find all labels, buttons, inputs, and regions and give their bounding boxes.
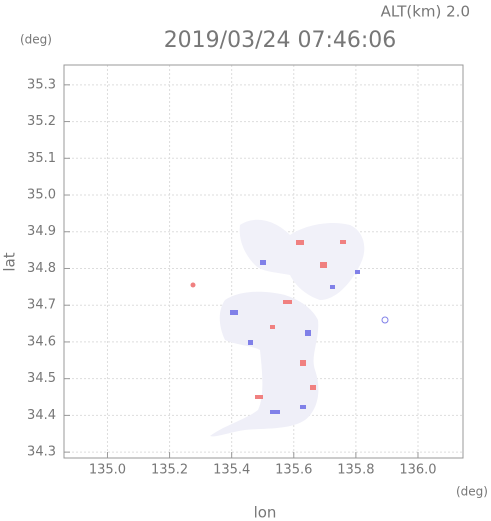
x-tick-label: 135.6 xyxy=(275,463,312,478)
x-tick-label: 135.0 xyxy=(89,463,126,478)
chart-title: 2019/03/24 07:46:06 xyxy=(164,28,397,53)
x-axis-label: lon xyxy=(254,504,277,521)
y-tick-label: 34.4 xyxy=(27,408,56,423)
y-tick-label: 34.3 xyxy=(27,445,56,460)
negative-echo xyxy=(230,260,389,414)
echo-north xyxy=(239,219,365,300)
altitude: ALT(km) 2.0 xyxy=(381,3,470,21)
y-tick-label: 35.0 xyxy=(27,188,56,203)
y-tick-label: 34.8 xyxy=(27,261,56,276)
y-tick-label: 35.1 xyxy=(27,151,56,166)
y-tick-label: 34.7 xyxy=(27,298,56,313)
positive-echo xyxy=(190,240,346,399)
y-tick-label: 34.6 xyxy=(27,334,56,349)
y-tick-label: 35.2 xyxy=(27,114,56,129)
x-tick-label: 135.8 xyxy=(337,463,374,478)
plot-frame xyxy=(63,64,464,459)
x-tick-label: 136.0 xyxy=(399,463,436,478)
x-unit: (deg) xyxy=(456,485,488,499)
y-unit: (deg) xyxy=(20,33,52,47)
y-tick-label: 35.3 xyxy=(27,77,56,92)
echo-field xyxy=(190,219,389,437)
x-tick-label: 135.2 xyxy=(151,463,188,478)
y-tick-label: 34.9 xyxy=(27,224,56,239)
y-tick-label: 34.5 xyxy=(27,371,56,386)
y-axis-label: lat xyxy=(1,252,19,271)
echo-body xyxy=(210,291,319,437)
x-tick-label: 135.4 xyxy=(213,463,250,478)
